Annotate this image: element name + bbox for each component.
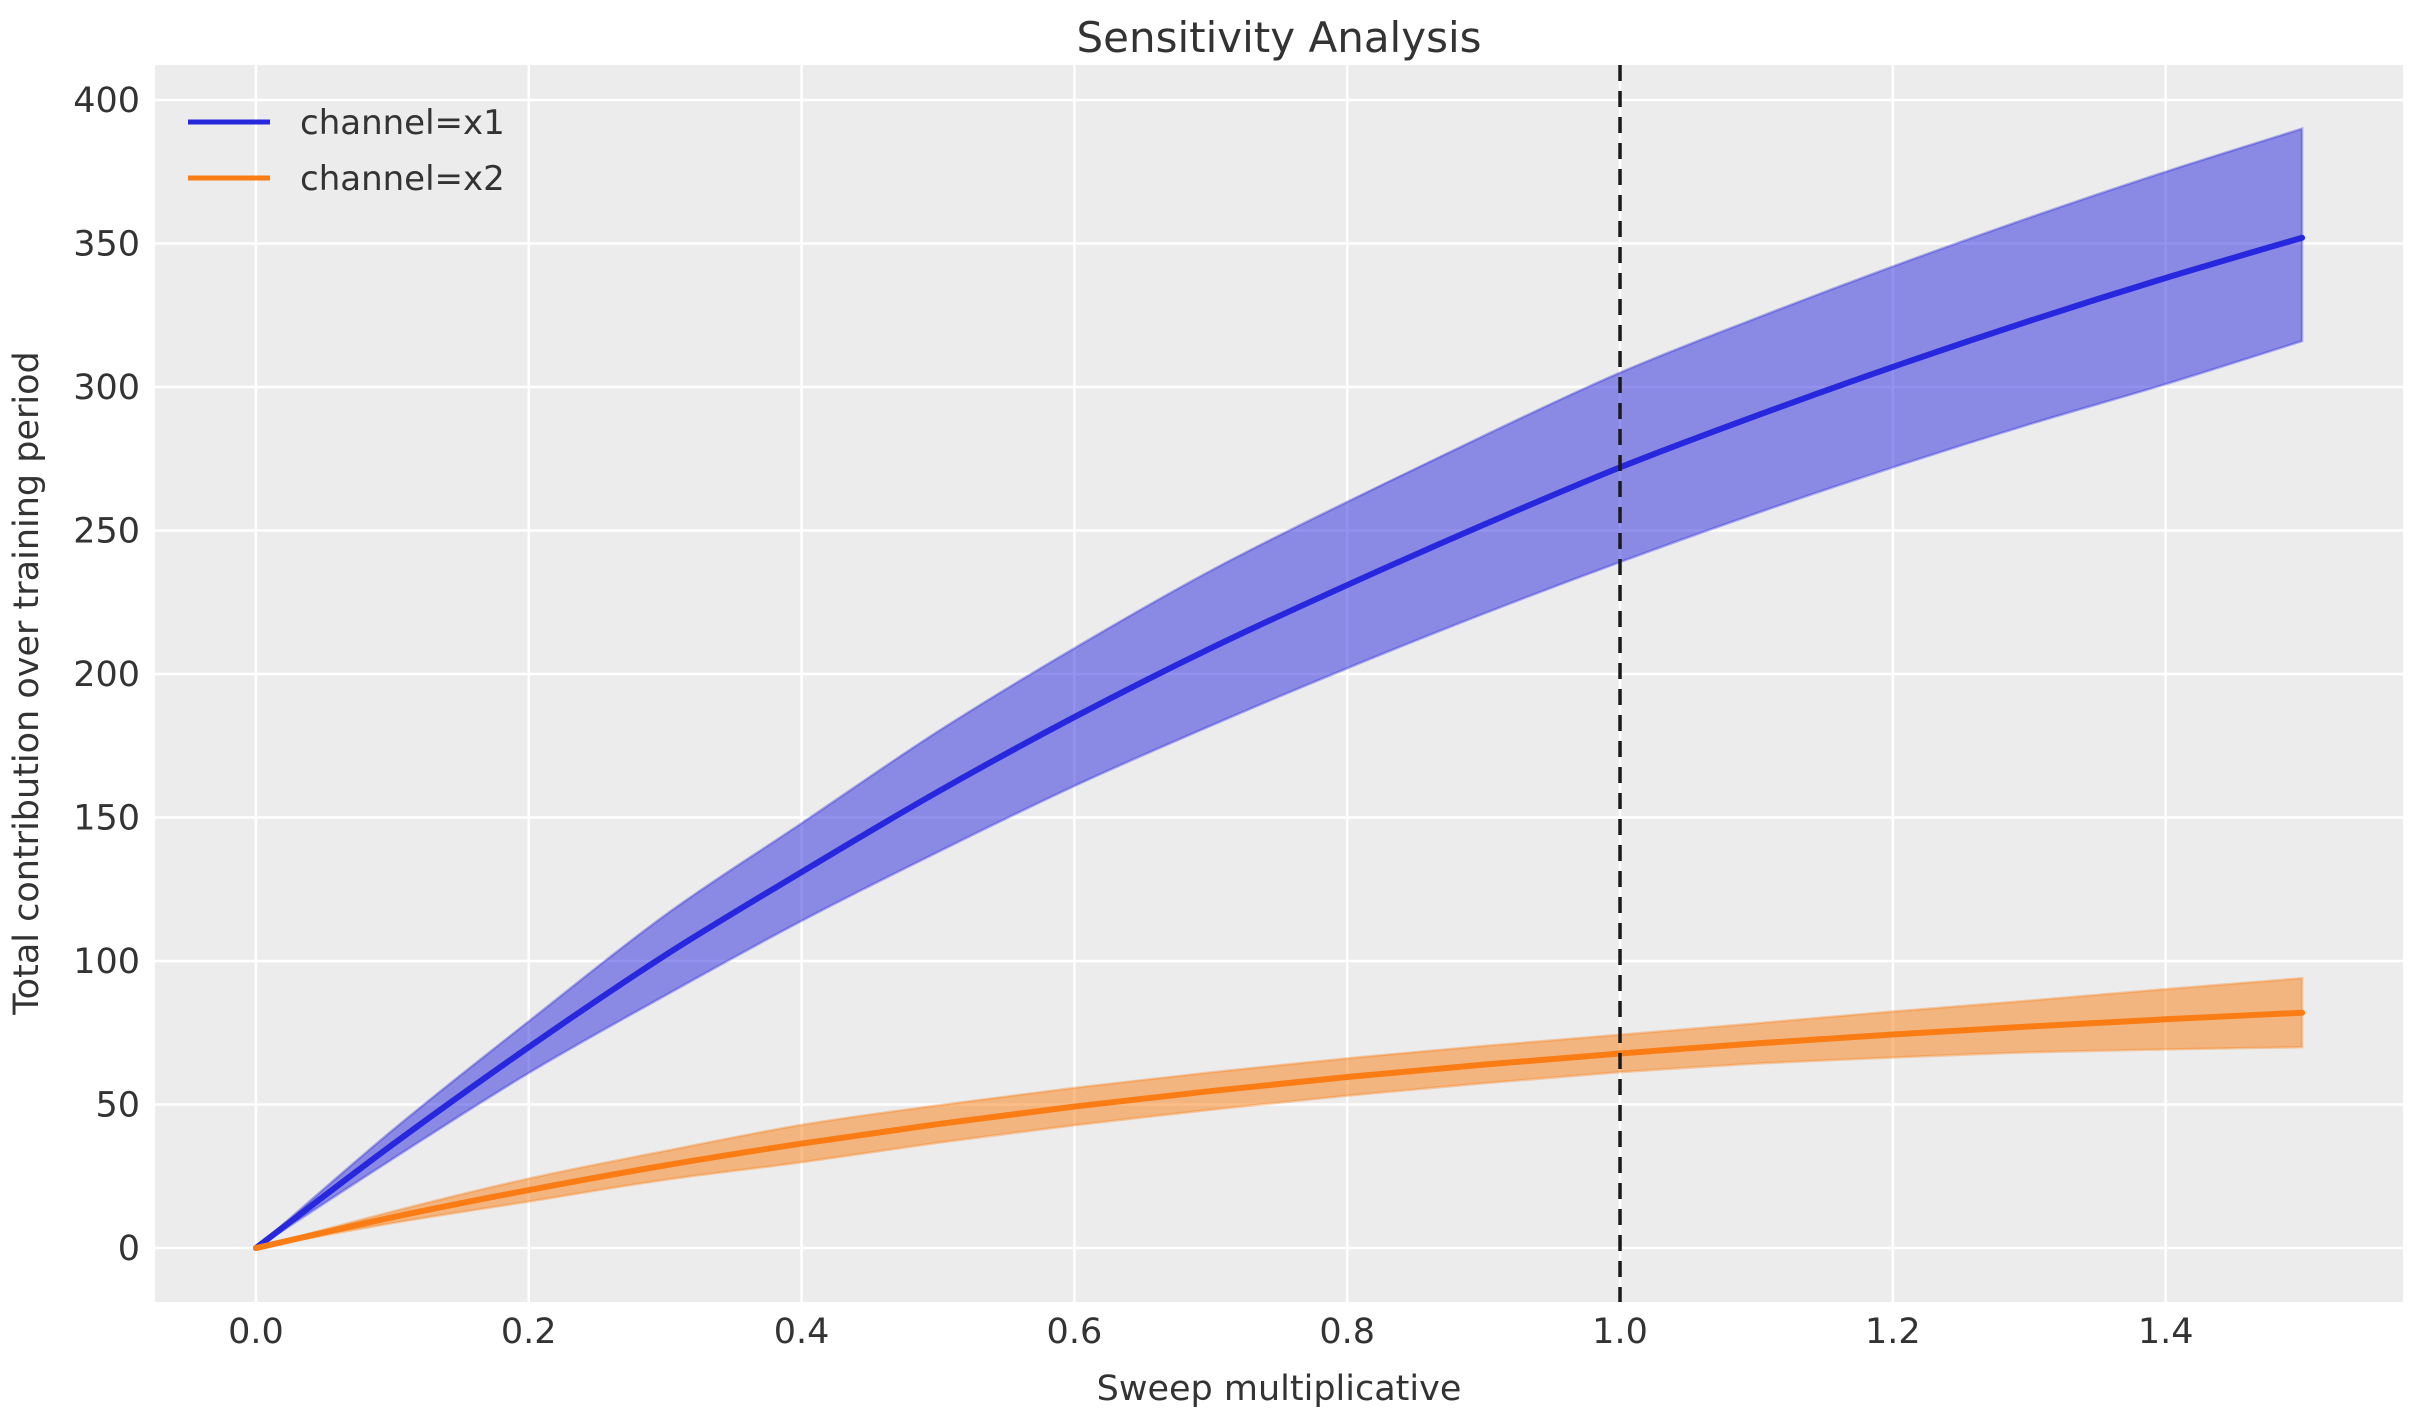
chart-title: Sensitivity Analysis <box>1076 13 1481 62</box>
y-tick-label-400: 400 <box>73 81 140 121</box>
y-tick-label-150: 150 <box>73 799 140 839</box>
series-line-channel=x2 <box>252 1009 2306 1252</box>
x-axis-label: Sweep multiplicative <box>1097 1369 1462 1409</box>
legend-label-channel=x1: channel=x1 <box>300 103 505 143</box>
y-tick-label-100: 100 <box>73 942 140 982</box>
y-axis-label: Total contribution over training period <box>7 351 47 1016</box>
x-tick-label-1.2: 1.2 <box>1865 1312 1921 1352</box>
y-tick-label-250: 250 <box>73 512 140 552</box>
x-tick-label-0.6: 0.6 <box>1047 1312 1103 1352</box>
x-tick-label-0.0: 0.0 <box>228 1312 284 1352</box>
x-tick-label-0.2: 0.2 <box>501 1312 557 1352</box>
series-line-channel=x1 <box>252 234 2306 1252</box>
x-tick-label-0.8: 0.8 <box>1319 1312 1375 1352</box>
legend-label-channel=x2: channel=x2 <box>300 159 505 199</box>
series-band-channel=x1 <box>255 127 2304 1250</box>
y-tick-label-200: 200 <box>73 655 140 695</box>
y-tick-label-350: 350 <box>73 225 140 265</box>
x-tick-label-1.4: 1.4 <box>2138 1312 2194 1352</box>
y-tick-label-0: 0 <box>118 1229 140 1269</box>
y-tick-label-300: 300 <box>73 368 140 408</box>
y-tick-label-50: 50 <box>95 1086 140 1126</box>
x-tick-label-0.4: 0.4 <box>774 1312 830 1352</box>
x-tick-label-1.0: 1.0 <box>1592 1312 1648 1352</box>
